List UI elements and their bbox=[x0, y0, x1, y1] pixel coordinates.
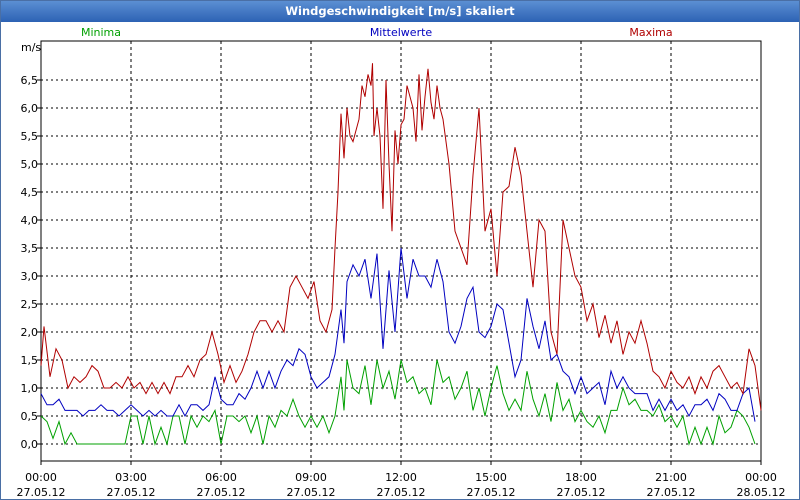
legend-item-mittelwerte: Mittelwerte bbox=[370, 26, 433, 39]
grid bbox=[41, 41, 761, 461]
plot-frame bbox=[40, 40, 762, 462]
series-lines bbox=[40, 63, 762, 446]
y-tick-label: 4,5 bbox=[21, 186, 39, 199]
legend-item-maxima: Maxima bbox=[629, 26, 672, 39]
x-tick-time-label: 03:00 bbox=[115, 471, 147, 484]
y-tick-label: 0,0 bbox=[21, 438, 39, 451]
x-tick-date-label: 27.05.12 bbox=[647, 486, 696, 499]
x-tick-time-label: 09:00 bbox=[295, 471, 327, 484]
x-tick-date-label: 27.05.12 bbox=[467, 486, 516, 499]
y-tick-label: 2,0 bbox=[21, 326, 39, 339]
x-tick-date-label: 28.05.12 bbox=[737, 486, 786, 499]
y-axis-label: m/s bbox=[21, 41, 41, 54]
y-tick-label: 1,0 bbox=[21, 382, 39, 395]
x-tick-time-label: 00:00 bbox=[25, 471, 57, 484]
legend-item-minima: Minima bbox=[81, 26, 121, 39]
x-tick-time-label: 00:00 bbox=[745, 471, 777, 484]
y-tick-label: 5,5 bbox=[21, 130, 39, 143]
y-tick-label: 2,5 bbox=[21, 298, 39, 311]
x-tick-time-label: 18:00 bbox=[565, 471, 597, 484]
x-tick-time-label: 21:00 bbox=[655, 471, 687, 484]
x-tick-date-label: 27.05.12 bbox=[197, 486, 246, 499]
y-tick-label: 3,0 bbox=[21, 270, 39, 283]
x-tick-date-label: 27.05.12 bbox=[287, 486, 336, 499]
x-tick-time-label: 12:00 bbox=[385, 471, 417, 484]
axes bbox=[37, 40, 762, 465]
x-tick-time-label: 15:00 bbox=[475, 471, 507, 484]
x-tick-date-label: 27.05.12 bbox=[107, 486, 156, 499]
series-line-maxima bbox=[40, 63, 762, 411]
x-tick-date-label: 27.05.12 bbox=[17, 486, 66, 499]
series-line-minima bbox=[40, 359, 756, 446]
y-tick-label: 0,5 bbox=[21, 410, 39, 423]
tick-labels: 0,0 0,5 1,0 1,5 2,0 2,5 3,0 3,5 4,0 4,5 5,0 5,5 6,0 6… bbox=[17, 41, 786, 499]
x-tick-date-label: 27.05.12 bbox=[377, 486, 426, 499]
y-tick-label: 5,0 bbox=[21, 158, 39, 171]
y-tick-label: 4,0 bbox=[21, 214, 39, 227]
y-tick-label: 6,0 bbox=[21, 102, 39, 115]
x-tick-time-label: 06:00 bbox=[205, 471, 237, 484]
series-line-mittelwerte bbox=[40, 247, 756, 422]
chart-title: Windgeschwindigkeit [m/s] skaliert bbox=[1, 1, 799, 22]
y-tick-label: 6,5 bbox=[21, 74, 39, 87]
x-tick-date-label: 27.05.12 bbox=[557, 486, 606, 499]
y-tick-label: 3,5 bbox=[21, 242, 39, 255]
y-tick-label: 1,5 bbox=[21, 354, 39, 367]
legend: Minima Mittelwerte Maxima bbox=[81, 26, 673, 39]
